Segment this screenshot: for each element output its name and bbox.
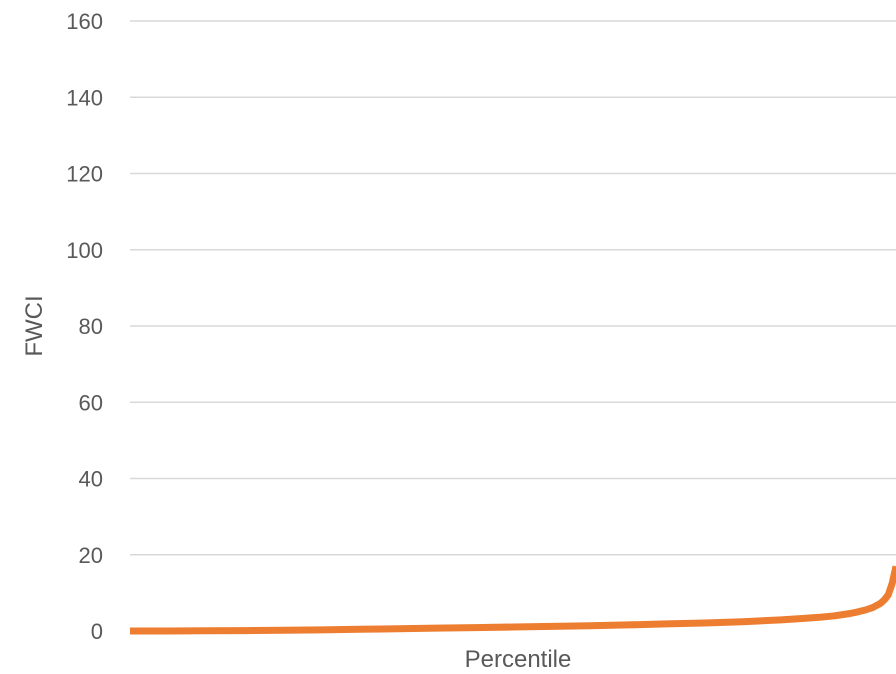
y-tick-label-140: 140	[66, 85, 103, 110]
y-axis-tick-labels: 0 20 40 60 80 100 120 140 160	[66, 9, 103, 644]
y-tick-label-20: 20	[79, 543, 103, 568]
gridlines	[130, 20, 896, 556]
y-tick-label-0: 0	[91, 619, 103, 644]
plot-area	[130, 565, 896, 635]
y-axis-title: FWCI	[21, 295, 48, 356]
x-axis-title: Percentile	[465, 646, 572, 673]
y-tick-label-160: 160	[66, 9, 103, 34]
y-tick-label-40: 40	[79, 467, 103, 492]
y-tick-label-80: 80	[79, 314, 103, 339]
y-tick-label-60: 60	[79, 390, 103, 415]
series-line-0	[130, 565, 896, 635]
y-tick-label-120: 120	[66, 162, 103, 187]
y-tick-label-100: 100	[66, 238, 103, 263]
